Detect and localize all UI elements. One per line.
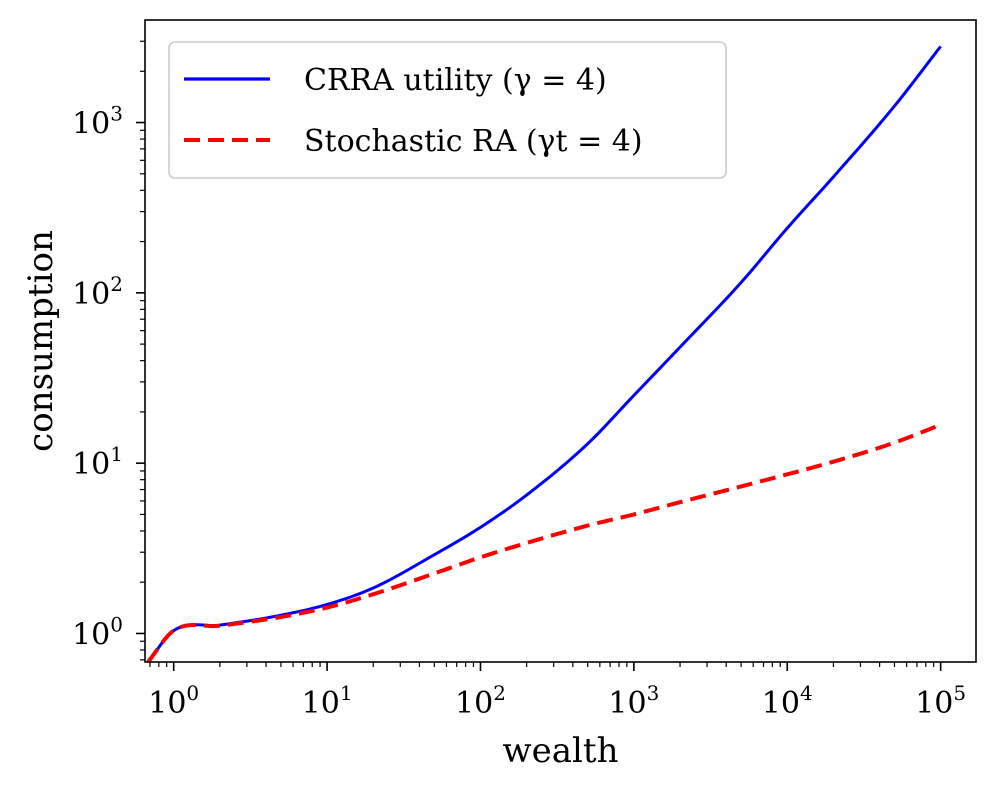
plot-lines: [146, 45, 942, 662]
legend: CRRA utility (γ = 4) Stochastic RA (γt =…: [168, 41, 727, 179]
x-tick-label: 103: [608, 681, 659, 721]
series-line-stochastic: [146, 422, 942, 662]
x-tick-label: 101: [302, 681, 353, 721]
major-ticks: 100 101 102 103 104 105 100 101 102 103: [72, 102, 966, 721]
y-tick-label: 101: [72, 442, 123, 482]
plot-frame: [144, 19, 977, 663]
y-tick-label: 102: [72, 272, 123, 312]
y-tick-label: 103: [72, 102, 123, 142]
x-tick-label: 104: [762, 681, 813, 721]
x-axis-label: wealth: [503, 731, 619, 771]
minor-ticks: [140, 40, 935, 667]
legend-box: [168, 41, 727, 179]
x-tick-label: 102: [455, 681, 506, 721]
legend-label-crra: CRRA utility (γ = 4): [304, 63, 607, 98]
x-tick-label: 100: [148, 681, 199, 721]
y-axis-label: consumption: [21, 230, 61, 452]
x-tick-label: 105: [915, 681, 966, 721]
y-tick-label: 100: [72, 612, 123, 652]
legend-label-stochastic: Stochastic RA (γt = 4): [304, 124, 643, 159]
